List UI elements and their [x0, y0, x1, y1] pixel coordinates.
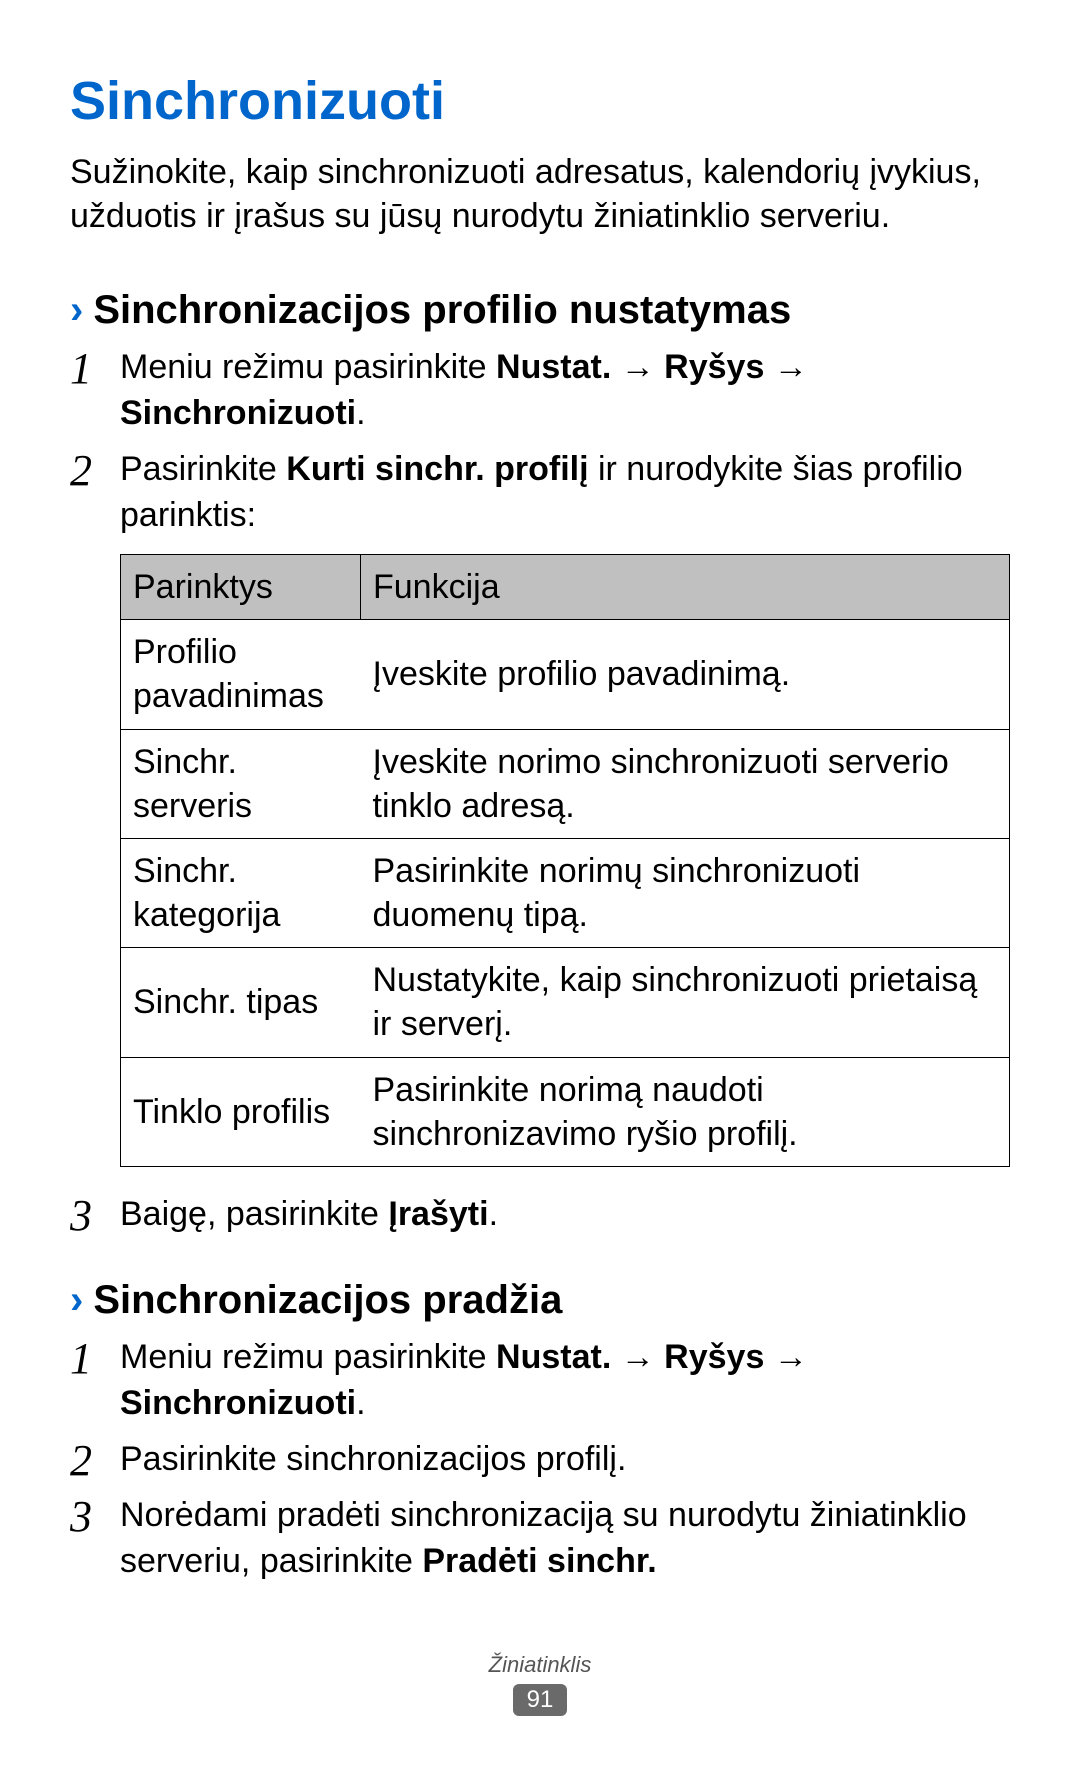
step-body: Pasirinkite Kurti sinchr. profilį ir nur… — [120, 447, 1010, 1182]
step-1: 1 Meniu režimu pasirinkite Nustat. → Ryš… — [70, 345, 1010, 437]
step-number: 1 — [70, 345, 120, 437]
table-row: Tinklo profilis Pasirinkite norimą naudo… — [121, 1057, 1010, 1166]
chevron-icon: › — [70, 1278, 83, 1323]
table-cell-opt: Sinchr. tipas — [121, 948, 361, 1057]
table-cell-fn: Įveskite profilio pavadinimą. — [361, 620, 1010, 729]
steps-list-2: 1 Meniu režimu pasirinkite Nustat. → Ryš… — [70, 1335, 1010, 1585]
step-body: Meniu režimu pasirinkite Nustat. → Ryšys… — [120, 1335, 1010, 1427]
table-cell-fn: Pasirinkite norimų sinchronizuoti duomen… — [361, 838, 1010, 947]
table-row: Profilio pavadinimas Įveskite profilio p… — [121, 620, 1010, 729]
table-header-row: Parinktys Funkcija — [121, 554, 1010, 619]
table-cell-fn: Nustatykite, kaip sinchronizuoti prietai… — [361, 948, 1010, 1057]
step-number: 3 — [70, 1192, 120, 1238]
table-cell-opt: Profilio pavadinimas — [121, 620, 361, 729]
step-number: 1 — [70, 1335, 120, 1427]
table-cell-opt: Sinchr. kategorija — [121, 838, 361, 947]
steps-list-1: 1 Meniu režimu pasirinkite Nustat. → Ryš… — [70, 345, 1010, 1238]
chevron-icon: › — [70, 288, 83, 333]
step-number: 2 — [70, 447, 120, 1182]
table-cell-fn: Įveskite norimo sinchronizuoti serverio … — [361, 729, 1010, 838]
section-sync-start: › Sinchronizacijos pradžia 1 Meniu režim… — [70, 1278, 1010, 1585]
step-body: Meniu režimu pasirinkite Nustat. → Ryšys… — [120, 345, 1010, 437]
table-row: Sinchr. tipas Nustatykite, kaip sinchron… — [121, 948, 1010, 1057]
table-header-fn: Funkcija — [361, 554, 1010, 619]
sub-heading-2: › Sinchronizacijos pradžia — [70, 1278, 1010, 1323]
table-cell-opt: Tinklo profilis — [121, 1057, 361, 1166]
step-2: 2 Pasirinkite sinchronizacijos profilį. — [70, 1437, 1010, 1483]
footer-category: Žiniatinklis — [0, 1652, 1080, 1678]
table-cell-fn: Pasirinkite norimą naudoti sinchronizavi… — [361, 1057, 1010, 1166]
main-title: Sinchronizuoti — [70, 70, 1010, 132]
step-body: Baigę, pasirinkite Įrašyti. — [120, 1192, 1010, 1238]
table-header-opt: Parinktys — [121, 554, 361, 619]
step-number: 3 — [70, 1493, 120, 1585]
page-footer: Žiniatinklis 91 — [0, 1652, 1080, 1716]
table-row: Sinchr. serveris Įveskite norimo sinchro… — [121, 729, 1010, 838]
step-body: Norėdami pradėti sinchronizaciją su nuro… — [120, 1493, 1010, 1585]
step-number: 2 — [70, 1437, 120, 1483]
table-row: Sinchr. kategorija Pasirinkite norimų si… — [121, 838, 1010, 947]
step-3: 3 Norėdami pradėti sinchronizaciją su nu… — [70, 1493, 1010, 1585]
section-sync-profile: › Sinchronizacijos profilio nustatymas 1… — [70, 288, 1010, 1238]
sub-heading-1: › Sinchronizacijos profilio nustatymas — [70, 288, 1010, 333]
intro-text: Sužinokite, kaip sinchronizuoti adresatu… — [70, 150, 1010, 238]
sub-heading-1-text: Sinchronizacijos profilio nustatymas — [93, 288, 791, 333]
table-cell-opt: Sinchr. serveris — [121, 729, 361, 838]
options-table: Parinktys Funkcija Profilio pavadinimas … — [120, 554, 1010, 1167]
sub-heading-2-text: Sinchronizacijos pradžia — [93, 1278, 562, 1323]
step-2: 2 Pasirinkite Kurti sinchr. profilį ir n… — [70, 447, 1010, 1182]
step-body: Pasirinkite sinchronizacijos profilį. — [120, 1437, 1010, 1483]
step-1: 1 Meniu režimu pasirinkite Nustat. → Ryš… — [70, 1335, 1010, 1427]
step-3: 3 Baigę, pasirinkite Įrašyti. — [70, 1192, 1010, 1238]
page-content: Sinchronizuoti Sužinokite, kaip sinchron… — [0, 0, 1080, 1585]
page-number: 91 — [513, 1684, 568, 1716]
